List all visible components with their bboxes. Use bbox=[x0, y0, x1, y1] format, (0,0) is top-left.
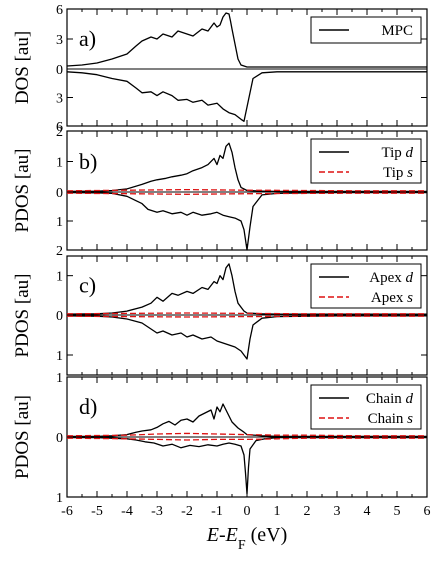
panel-c: 1 0 1 c) PDOS [au] Apex d Apex s bbox=[12, 255, 428, 376]
y-axis-label: PDOS [au] bbox=[12, 395, 33, 479]
x-axis-label: E-EF (eV) bbox=[206, 524, 288, 553]
y-tick-label: 1 bbox=[56, 491, 63, 506]
y-tick-label: 1 bbox=[56, 270, 63, 285]
x-tick-label: -6 bbox=[61, 504, 73, 519]
y-axis-label: DOS [au] bbox=[12, 31, 33, 104]
x-tick-label: -3 bbox=[151, 504, 163, 519]
legend-box bbox=[310, 263, 422, 309]
x-tick-label: 4 bbox=[364, 504, 371, 519]
series-line bbox=[66, 191, 427, 251]
panel-letter: a) bbox=[79, 26, 96, 51]
panel-letter: b) bbox=[79, 149, 97, 174]
legend-entry: Chain s bbox=[368, 411, 414, 427]
y-tick-label: 0 bbox=[56, 431, 63, 446]
y-tick-label: 0 bbox=[56, 309, 63, 324]
y-tick-label: 1 bbox=[56, 371, 63, 386]
x-tick-label: 5 bbox=[394, 504, 401, 519]
y-tick-label: 1 bbox=[56, 156, 63, 171]
series-line bbox=[66, 192, 427, 195]
y-tick-label: 3 bbox=[56, 92, 63, 107]
series-line bbox=[66, 437, 427, 441]
x-tick-label: -5 bbox=[91, 504, 103, 519]
series-line bbox=[66, 188, 427, 192]
y-axis-label: PDOS [au] bbox=[12, 149, 33, 233]
y-tick-label: 2 bbox=[56, 125, 63, 140]
series-line bbox=[66, 432, 427, 437]
x-tick-label: 1 bbox=[274, 504, 281, 519]
y-tick-label: 1 bbox=[56, 349, 63, 364]
legend-box bbox=[310, 384, 422, 430]
y-tick-label: 0 bbox=[56, 63, 63, 78]
panel-letter: c) bbox=[79, 273, 96, 298]
panel-letter: d) bbox=[79, 394, 97, 419]
series-line bbox=[66, 315, 427, 360]
x-tick-label: 3 bbox=[334, 504, 341, 519]
legend-entry: Apex d bbox=[369, 270, 413, 286]
panel-d: 1 0 1 d) PDOS [au] Chain d Chain s bbox=[12, 371, 428, 506]
legend-entry: Tip s bbox=[383, 165, 413, 181]
series-line bbox=[66, 315, 427, 318]
series-line bbox=[67, 403, 427, 438]
legend-entry: Apex s bbox=[371, 290, 413, 306]
panel-a: 6 3 0 3 6 a) DOS [au] MPC bbox=[12, 3, 428, 135]
x-tick-label: 0 bbox=[244, 504, 251, 519]
y-tick-label: 6 bbox=[56, 120, 63, 135]
y-tick-label: 0 bbox=[56, 186, 63, 201]
series-line bbox=[66, 71, 427, 122]
panel-b: 2 1 0 1 2 b) PDOS [au] Tip d Tip s bbox=[12, 125, 428, 259]
series-line bbox=[66, 142, 427, 193]
legend-entry: Chain d bbox=[366, 391, 414, 407]
y-tick-label: 1 bbox=[56, 215, 63, 230]
x-tick-label: 6 bbox=[424, 504, 431, 519]
y-axis-label: PDOS [au] bbox=[12, 274, 33, 358]
series-line bbox=[67, 436, 427, 495]
y-tick-label: 2 bbox=[56, 244, 63, 259]
y-tick-label: 6 bbox=[56, 3, 63, 18]
legend-entry: Tip d bbox=[381, 145, 413, 161]
series-line bbox=[66, 312, 427, 315]
series-line bbox=[66, 12, 427, 68]
x-tick-label: -1 bbox=[211, 504, 223, 519]
legend-box bbox=[310, 138, 422, 184]
x-tick-label: -2 bbox=[181, 504, 193, 519]
y-tick-label: 3 bbox=[56, 33, 63, 48]
legend-entry: MPC bbox=[381, 23, 413, 39]
x-tick-label: -4 bbox=[121, 504, 133, 519]
x-tick-label: 2 bbox=[304, 504, 311, 519]
